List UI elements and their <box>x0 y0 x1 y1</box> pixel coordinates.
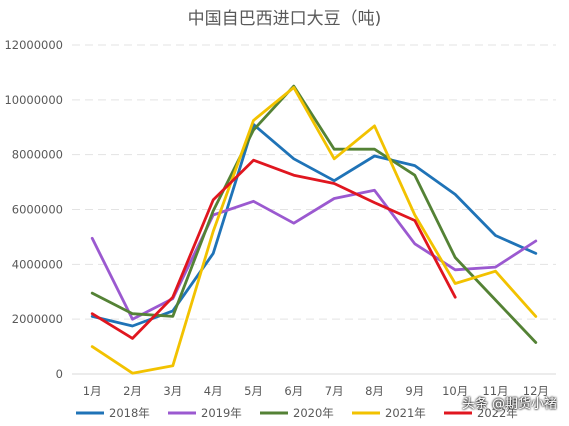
series-line-2022年 <box>90 158 457 340</box>
watermark: 头条 @期货小褚 <box>461 397 557 412</box>
y-tick-label: 4000000 <box>12 257 63 271</box>
x-tick-label: 11月 <box>482 384 508 398</box>
y-tick-label: 6000000 <box>12 203 63 217</box>
x-tick-label: 7月 <box>325 384 344 398</box>
y-tick-label: 0 <box>56 367 63 381</box>
chart-title: 中国自巴西进口大豆（吨) <box>187 9 382 29</box>
y-tick-label: 8000000 <box>12 148 63 162</box>
y-tick-label: 10000000 <box>4 93 63 107</box>
legend-label: 2022年 <box>477 406 518 420</box>
series-line-2020年 <box>90 84 538 344</box>
legend-label: 2020年 <box>293 406 334 420</box>
series-line-2019年 <box>90 188 538 321</box>
x-tick-label: 10月 <box>442 384 468 398</box>
x-tick-label: 8月 <box>365 384 384 398</box>
series-line-2018年 <box>90 123 538 328</box>
x-tick-label: 2月 <box>123 384 142 398</box>
x-tick-label: 1月 <box>83 384 102 398</box>
legend-label: 2019年 <box>201 406 242 420</box>
x-tick-label: 12月 <box>523 384 549 398</box>
x-tick-label: 9月 <box>405 384 424 398</box>
y-tick-label: 12000000 <box>4 38 63 52</box>
x-tick-label: 4月 <box>204 384 223 398</box>
series-line-2021年 <box>90 86 538 375</box>
x-tick-label: 6月 <box>284 384 303 398</box>
x-tick-label: 3月 <box>163 384 182 398</box>
legend-label: 2021年 <box>385 406 426 420</box>
x-tick-label: 5月 <box>244 384 263 398</box>
y-tick-label: 2000000 <box>12 312 63 326</box>
legend-label: 2018年 <box>109 406 150 420</box>
